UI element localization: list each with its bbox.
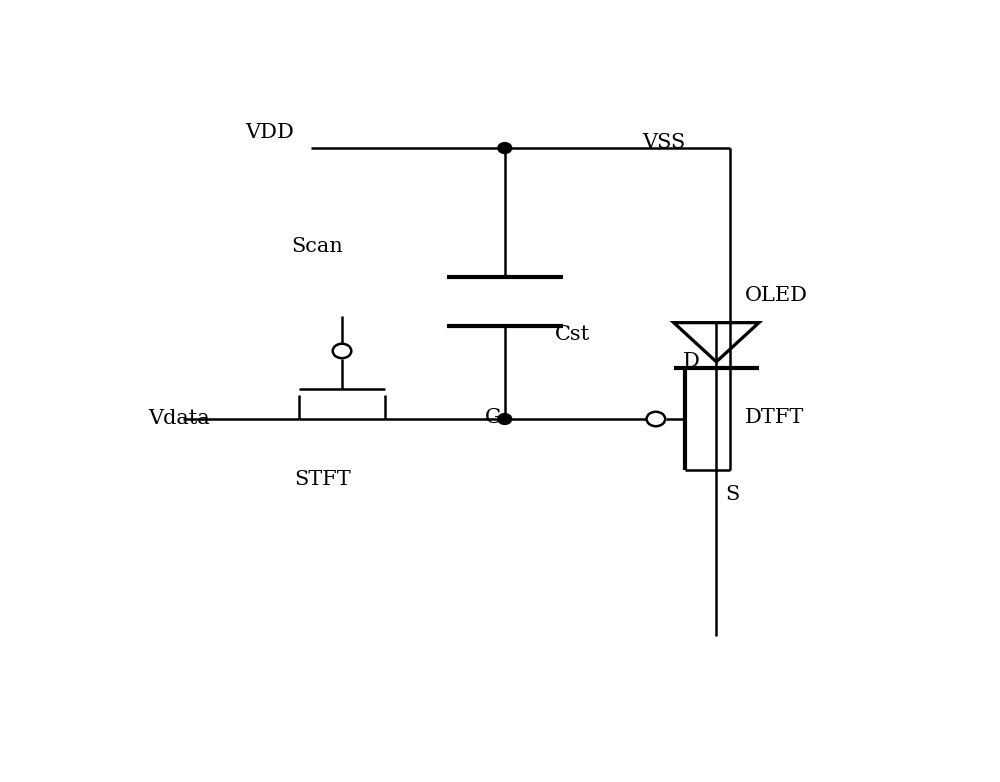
Text: OLED: OLED	[745, 286, 808, 305]
Text: VDD: VDD	[245, 124, 294, 142]
Text: Cst: Cst	[555, 325, 590, 344]
Text: D: D	[683, 353, 700, 371]
Text: Vdata: Vdata	[148, 410, 210, 429]
Circle shape	[333, 344, 351, 358]
Text: Scan: Scan	[292, 238, 343, 256]
Text: VSS: VSS	[642, 133, 685, 152]
Text: G: G	[485, 408, 502, 427]
Text: DTFT: DTFT	[745, 408, 804, 427]
Text: S: S	[726, 485, 740, 504]
Circle shape	[498, 414, 512, 425]
Text: STFT: STFT	[294, 470, 351, 490]
Circle shape	[647, 412, 665, 426]
Circle shape	[498, 142, 512, 153]
